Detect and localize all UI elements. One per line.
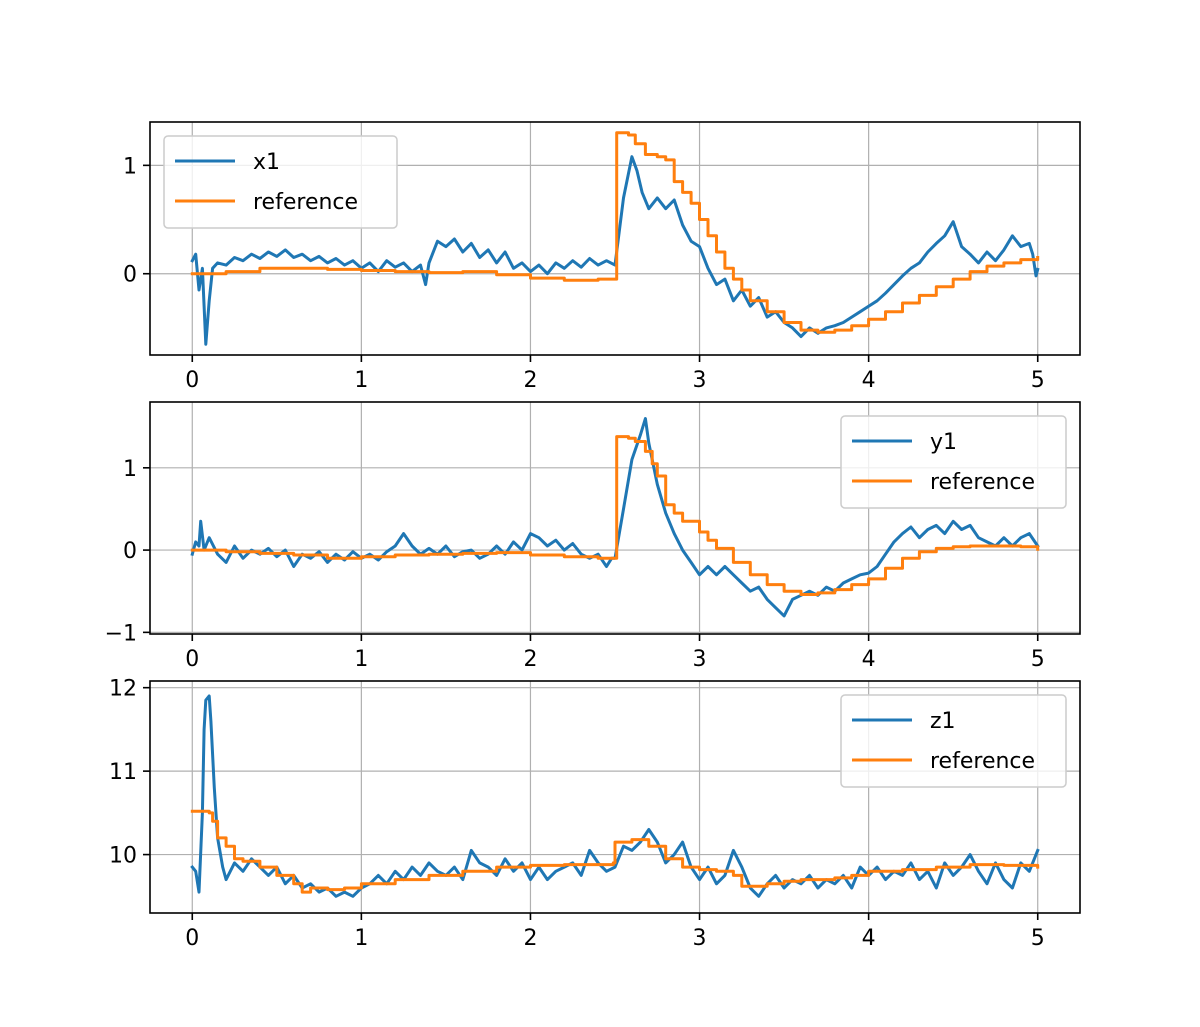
legend: y1 reference [840,415,1067,509]
x-tick-label: 2 [523,368,537,393]
axes-frame [149,121,1081,356]
x-tick-label: 2 [523,926,537,951]
x-tick-label: 3 [693,368,707,393]
x-tick-label: 0 [185,926,199,951]
legend-box [840,694,1067,788]
y-tick-label: −1 [105,621,137,646]
subplot-1: 0 1 2 3 4 5 0 1 x1 reference [123,121,1081,393]
y-tick-label: 0 [123,263,137,288]
series-line-reference [190,435,1040,596]
legend-label: y1 [930,430,957,455]
legend-label: reference [930,470,1035,495]
subplot-2: 0 1 2 3 4 5 −1 0 1 y1 reference [105,401,1081,672]
x-tick-label: 5 [1031,368,1045,393]
x-tick-label: 1 [354,368,368,393]
x-tick-label: 2 [523,647,537,672]
legend-label: reference [930,749,1035,774]
x-tick-label: 5 [1031,926,1045,951]
axes-frame [149,401,1081,635]
y-tick-label: 1 [123,154,137,179]
y-tick-label: 12 [109,677,137,702]
y-tick-label: 11 [109,760,137,785]
legend: x1 reference [163,135,398,229]
series-line-z1 [190,694,1040,898]
x-tick-label: 1 [354,647,368,672]
series-group [190,417,1040,618]
x-tick-label: 1 [354,926,368,951]
x-tick-label: 4 [862,926,876,951]
legend-box [163,135,398,229]
legend: z1 reference [840,694,1067,788]
legend-box [840,415,1067,509]
x-tick-label: 3 [693,926,707,951]
x-tick-label: 5 [1031,647,1045,672]
series-line-reference [190,131,1040,334]
x-tick-label: 0 [185,368,199,393]
y-tick-label: 0 [123,539,137,564]
x-tick-label: 0 [185,647,199,672]
legend-label: x1 [253,150,280,175]
series-line-x1 [190,155,1040,346]
y-tick-label: 10 [109,844,137,869]
axes-frame [149,680,1081,914]
y-tick-label: 1 [123,457,137,482]
x-tick-label: 4 [862,368,876,393]
series-line-reference [190,809,1040,894]
series-group [190,694,1040,898]
x-tick-label: 4 [862,647,876,672]
legend-label: reference [253,190,358,215]
series-group [190,131,1040,346]
x-tick-label: 3 [693,647,707,672]
legend-label: z1 [930,709,956,734]
